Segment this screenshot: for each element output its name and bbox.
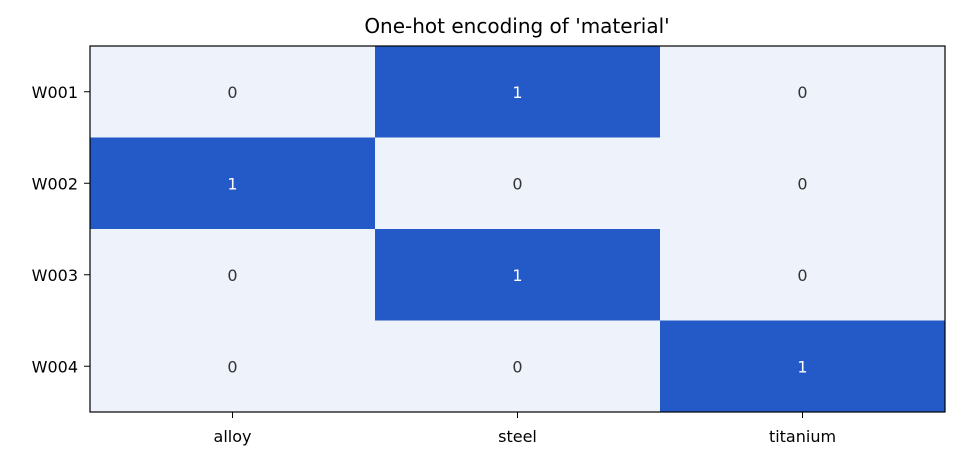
- heatmap-cell-W004-steel: [375, 320, 661, 413]
- heatmap-cell-W003-alloy: [90, 229, 376, 321]
- plot-frame: [89, 45, 946, 413]
- cell-value-label: 0: [797, 266, 807, 285]
- heatmap-cell-W003-steel: [375, 229, 661, 321]
- heatmap-cell-W002-steel: [375, 137, 661, 230]
- heatmap-cell-W001-alloy: [90, 46, 376, 138]
- cell-value-label: 1: [512, 266, 522, 285]
- x-axis: alloy steel titanium: [214, 412, 836, 446]
- heatmap-cell-W001-steel: [375, 46, 661, 138]
- y-axis: W001 W002 W003 W004: [32, 83, 90, 376]
- y-tick-label: W003: [32, 266, 78, 285]
- x-tick-label: titanium: [769, 427, 836, 446]
- cell-value-label: 0: [512, 174, 522, 193]
- cell-value-label: 1: [227, 174, 237, 193]
- heatmap-cell-W002-titanium: [660, 137, 946, 230]
- y-tick-label: W002: [32, 174, 78, 193]
- x-tick-label: alloy: [214, 427, 252, 446]
- y-tick-label: W001: [32, 83, 78, 102]
- cell-value-label: 0: [227, 266, 237, 285]
- heatmap-cell-W003-titanium: [660, 229, 946, 321]
- heatmap-cell-W004-titanium: [660, 320, 946, 413]
- y-tick-label: W004: [32, 357, 78, 376]
- heatmap-cells: [90, 46, 946, 413]
- cell-value-label: 1: [512, 83, 522, 102]
- heatmap-cell-W002-alloy: [90, 137, 376, 230]
- cell-value-label: 0: [797, 83, 807, 102]
- cell-value-label: 0: [227, 83, 237, 102]
- chart-title: One-hot encoding of 'material': [364, 14, 669, 38]
- heatmap-cell-W001-titanium: [660, 46, 946, 138]
- cell-value-label: 0: [227, 357, 237, 376]
- x-tick-label: steel: [498, 427, 537, 446]
- cell-value-label: 0: [512, 357, 522, 376]
- cell-value-label: 0: [797, 174, 807, 193]
- heatmap-cell-W004-alloy: [90, 320, 376, 413]
- cell-labels: 0 1 0 1 0 0 0 1 0 0 0 1: [227, 83, 807, 377]
- cell-value-label: 1: [797, 357, 807, 376]
